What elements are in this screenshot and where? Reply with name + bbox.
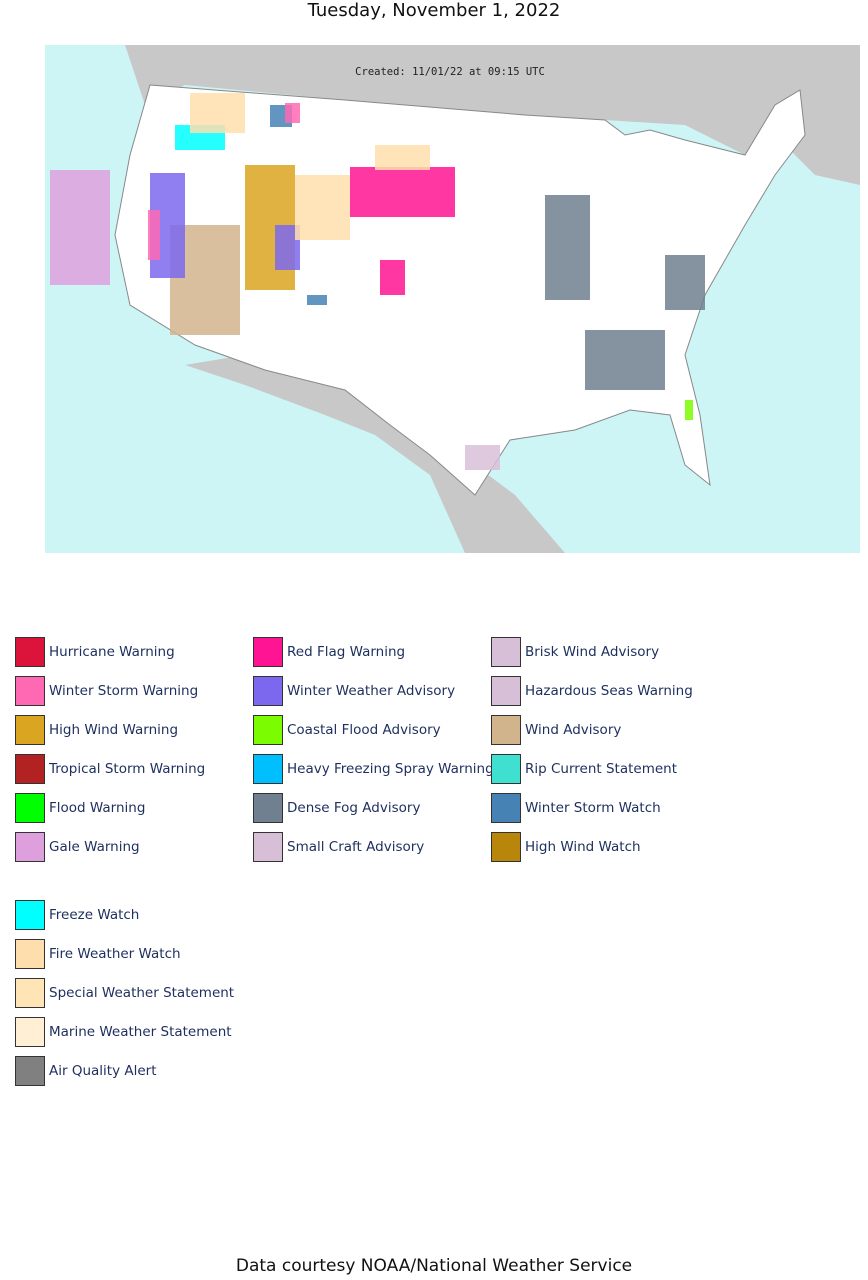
legend-label: Winter Storm Warning bbox=[49, 683, 199, 699]
legend-swatch bbox=[15, 900, 45, 930]
hazard-map: Created: 11/01/22 at 09:15 UTC bbox=[45, 45, 860, 553]
legend-swatch bbox=[491, 715, 521, 745]
legend-item: Winter Storm Warning bbox=[15, 676, 198, 706]
legend-label: Brisk Wind Advisory bbox=[525, 644, 660, 660]
hazard-area bbox=[148, 210, 160, 260]
hazard-area bbox=[295, 175, 350, 240]
legend-swatch bbox=[15, 832, 45, 862]
hazard-area bbox=[585, 330, 665, 390]
legend-item: Flood Warning bbox=[15, 793, 145, 823]
legend-swatch bbox=[491, 793, 521, 823]
hazard-area bbox=[350, 167, 455, 217]
hazard-area bbox=[465, 445, 500, 470]
legend-label: Winter Weather Advisory bbox=[287, 683, 456, 699]
legend-item: Rip Current Statement bbox=[491, 754, 677, 784]
legend-item: Small Craft Advisory bbox=[253, 832, 424, 862]
legend-swatch bbox=[15, 793, 45, 823]
legend-swatch bbox=[15, 978, 45, 1008]
hazard-area bbox=[380, 260, 405, 295]
legend-item: High Wind Watch bbox=[491, 832, 641, 862]
legend-item: Fire Weather Watch bbox=[15, 939, 181, 969]
legend-label: Heavy Freezing Spray Warning bbox=[287, 761, 494, 777]
hazard-area bbox=[545, 195, 590, 300]
hazard-area bbox=[190, 93, 245, 133]
legend-swatch bbox=[253, 832, 283, 862]
page-title: Tuesday, November 1, 2022 bbox=[307, 0, 561, 21]
legend-item: Air Quality Alert bbox=[15, 1056, 157, 1086]
hazard-area bbox=[375, 145, 430, 170]
legend-swatch bbox=[491, 637, 521, 667]
canada bbox=[45, 45, 860, 185]
legend-item: Hurricane Warning bbox=[15, 637, 175, 667]
legend-label: Special Weather Statement bbox=[49, 985, 235, 1001]
hazard-area bbox=[685, 400, 693, 420]
legend-label: Freeze Watch bbox=[49, 907, 140, 923]
legend-swatch bbox=[15, 754, 45, 784]
legend-label: Hazardous Seas Warning bbox=[525, 683, 693, 699]
legend-label: Small Craft Advisory bbox=[287, 839, 425, 855]
legend-label: Hurricane Warning bbox=[49, 644, 175, 660]
legend-item: Freeze Watch bbox=[15, 900, 139, 930]
legend-swatch bbox=[491, 754, 521, 784]
legend-swatch bbox=[491, 676, 521, 706]
legend-item: Special Weather Statement bbox=[15, 978, 234, 1008]
legend-swatch bbox=[15, 939, 45, 969]
legend-swatch bbox=[253, 793, 283, 823]
legend-item: Gale Warning bbox=[15, 832, 140, 862]
legend-swatch bbox=[491, 832, 521, 862]
legend-label: Gale Warning bbox=[49, 839, 140, 855]
legend-label: Marine Weather Statement bbox=[49, 1024, 232, 1040]
legend-swatch bbox=[253, 637, 283, 667]
legend-label: Fire Weather Watch bbox=[49, 946, 181, 962]
legend-swatch bbox=[253, 676, 283, 706]
legend-label: Winter Storm Watch bbox=[525, 800, 661, 816]
legend-swatch bbox=[15, 1056, 45, 1086]
legend-swatch bbox=[15, 1017, 45, 1047]
legend-label: Rip Current Statement bbox=[525, 761, 678, 777]
legend-item: Dense Fog Advisory bbox=[253, 793, 420, 823]
legend-label: Flood Warning bbox=[49, 800, 146, 816]
legend-item: Red Flag Warning bbox=[253, 637, 405, 667]
legend-label: Air Quality Alert bbox=[49, 1063, 157, 1079]
map-created: Created: 11/01/22 at 09:15 UTC bbox=[355, 66, 545, 78]
legend-swatch bbox=[253, 715, 283, 745]
hazard-area bbox=[50, 170, 110, 285]
legend-label: High Wind Watch bbox=[525, 839, 641, 855]
legend-label: Dense Fog Advisory bbox=[287, 800, 421, 816]
legend-label: High Wind Warning bbox=[49, 722, 179, 738]
legend-swatch bbox=[15, 676, 45, 706]
legend-label: Red Flag Warning bbox=[287, 644, 406, 660]
legend-label: Coastal Flood Advisory bbox=[287, 722, 441, 738]
legend-label: Tropical Storm Warning bbox=[49, 761, 206, 777]
legend-item: Winter Storm Watch bbox=[491, 793, 661, 823]
legend-item: Wind Advisory bbox=[491, 715, 621, 745]
legend-swatch bbox=[15, 715, 45, 745]
legend-item: Heavy Freezing Spray Warning bbox=[253, 754, 494, 784]
legend-item: Winter Weather Advisory bbox=[253, 676, 455, 706]
hazard-area bbox=[307, 295, 327, 305]
mexico bbox=[185, 355, 565, 553]
legend-item: Marine Weather Statement bbox=[15, 1017, 232, 1047]
hazard-area bbox=[665, 255, 705, 310]
hazard-area bbox=[285, 103, 300, 123]
legend-swatch bbox=[253, 754, 283, 784]
legend-label: Wind Advisory bbox=[525, 722, 622, 738]
legend-item: High Wind Warning bbox=[15, 715, 178, 745]
legend-item: Brisk Wind Advisory bbox=[491, 637, 659, 667]
legend-swatch bbox=[15, 637, 45, 667]
legend-item: Tropical Storm Warning bbox=[15, 754, 205, 784]
legend-item: Hazardous Seas Warning bbox=[491, 676, 693, 706]
legend-item: Coastal Flood Advisory bbox=[253, 715, 441, 745]
footer: Data courtesy NOAA/National Weather Serv… bbox=[235, 1256, 633, 1276]
